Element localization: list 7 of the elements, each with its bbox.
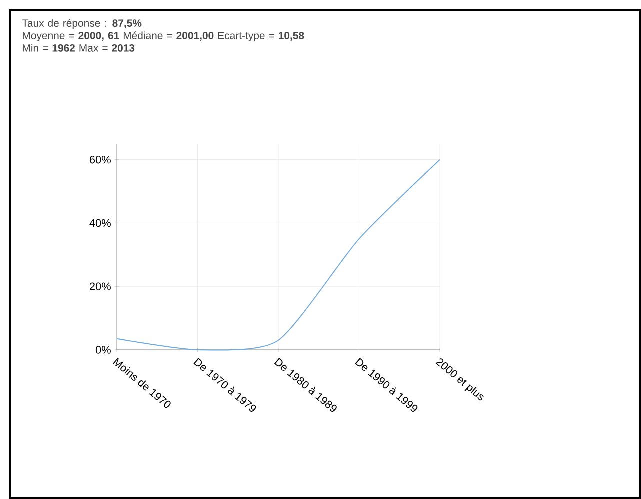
y-tick-label: 60%	[90, 156, 111, 164]
chart-title: Taux de réponse : 87,5%	[22, 19, 142, 30]
y-tick-label: 20%	[90, 282, 111, 290]
text: Min = 1962 Max = 2013	[23, 44, 135, 52]
text: Moyenne = 2000, 61 Médiane = 2001,00 Ecart-type = 10,58	[23, 32, 304, 42]
y-tick-label: 0%	[96, 346, 111, 354]
y-tick-label: 40%	[90, 219, 111, 228]
